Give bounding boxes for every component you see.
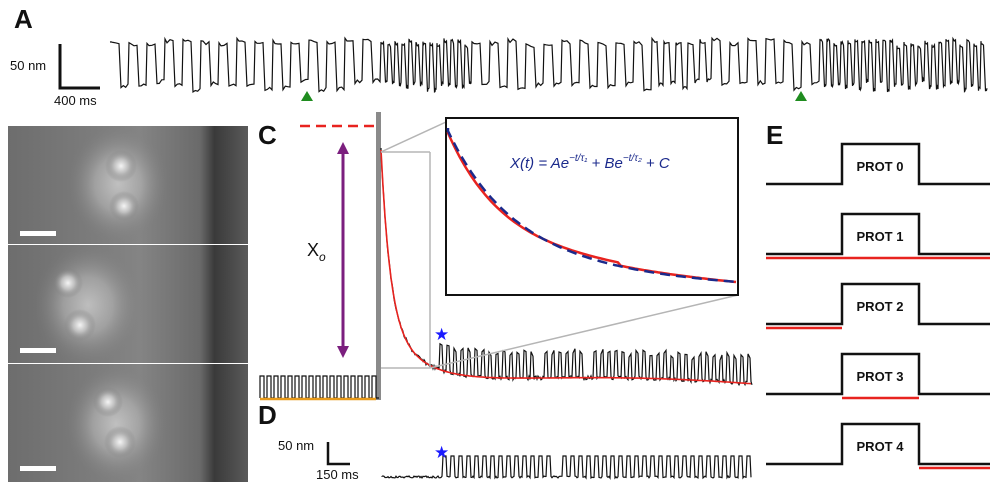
panel-c-pre-release-trace: [259, 375, 379, 399]
protocol-4-waveform: [766, 422, 990, 466]
protocol-1-label: PROT 1: [857, 229, 904, 244]
panel-c-x0-arrow-head-bottom: [337, 346, 349, 358]
panel-c-zoom-line-top: [380, 121, 447, 153]
panel-c-star-icon: ★: [434, 325, 449, 344]
panel-b-scale-bar-3: [20, 466, 56, 471]
panel-d-scale-y-label: 50 nm: [278, 438, 314, 453]
protocol-0-waveform: [766, 142, 990, 186]
panel-c-x0-label: Xo: [307, 240, 326, 264]
panel-d-trace: [381, 455, 752, 480]
panel-c-release-bar: [376, 112, 381, 400]
panel-letter-d: D: [258, 400, 277, 430]
panel-b-image-1: [8, 126, 248, 244]
panel-letter-e: E: [766, 120, 784, 150]
protocol-0-label: PROT 0: [857, 159, 904, 174]
protocol-3-waveform: [766, 352, 990, 396]
panel-c-x0-arrow-head-top: [337, 142, 349, 154]
panel-c-zoom-line-bottom: [429, 294, 739, 369]
panel-c-inset-data: [446, 132, 737, 284]
panel-c-fit-equation: X(t) = Ae−t/τ₁ + Be−t/τ₂ + C: [509, 153, 670, 172]
panel-a-scale-y-label: 50 nm: [10, 58, 47, 73]
panel-a-figure: [58, 36, 988, 101]
panel-b-image-2: [8, 245, 248, 363]
protocol-3-label: PROT 3: [857, 369, 904, 384]
panel-b-scale-bar-2: [20, 348, 56, 353]
panel-c-figure: Xo X(t) = Ae−t/τ₁ + Be−t/τ₂ + C ★ 50 nm …: [259, 112, 753, 482]
protocol-2-waveform: [766, 282, 990, 326]
panel-d-scale-x-label: 150 ms: [316, 467, 359, 482]
panel-a-scale-x-label: 400 ms: [54, 93, 97, 108]
panel-d-scale-bar: [326, 442, 350, 466]
panel-c-fit-curve: [380, 149, 752, 385]
panel-a-marker-1: [301, 91, 313, 101]
panel-a-oscillation-trace: [109, 36, 988, 93]
panel-a-marker-2: [795, 91, 807, 101]
panel-letter-c: C: [258, 120, 277, 150]
panel-b-image-3: [8, 364, 248, 482]
panel-d-star-icon: ★: [434, 443, 449, 462]
panel-c-inset-fit: [446, 128, 737, 284]
panel-a-scale-bar: [58, 44, 100, 90]
panel-letter-a: A: [14, 4, 33, 34]
panel-c-inset-box: [445, 117, 739, 296]
protocol-2-label: PROT 2: [857, 299, 904, 314]
protocol-1-waveform: [766, 212, 990, 256]
protocol-4-label: PROT 4: [857, 439, 905, 454]
panel-e-protocols: PROT 0 PROT 1 PROT 2 PROT 3 PROT 4: [766, 142, 990, 470]
panel-b-scale-bar-1: [20, 231, 56, 236]
